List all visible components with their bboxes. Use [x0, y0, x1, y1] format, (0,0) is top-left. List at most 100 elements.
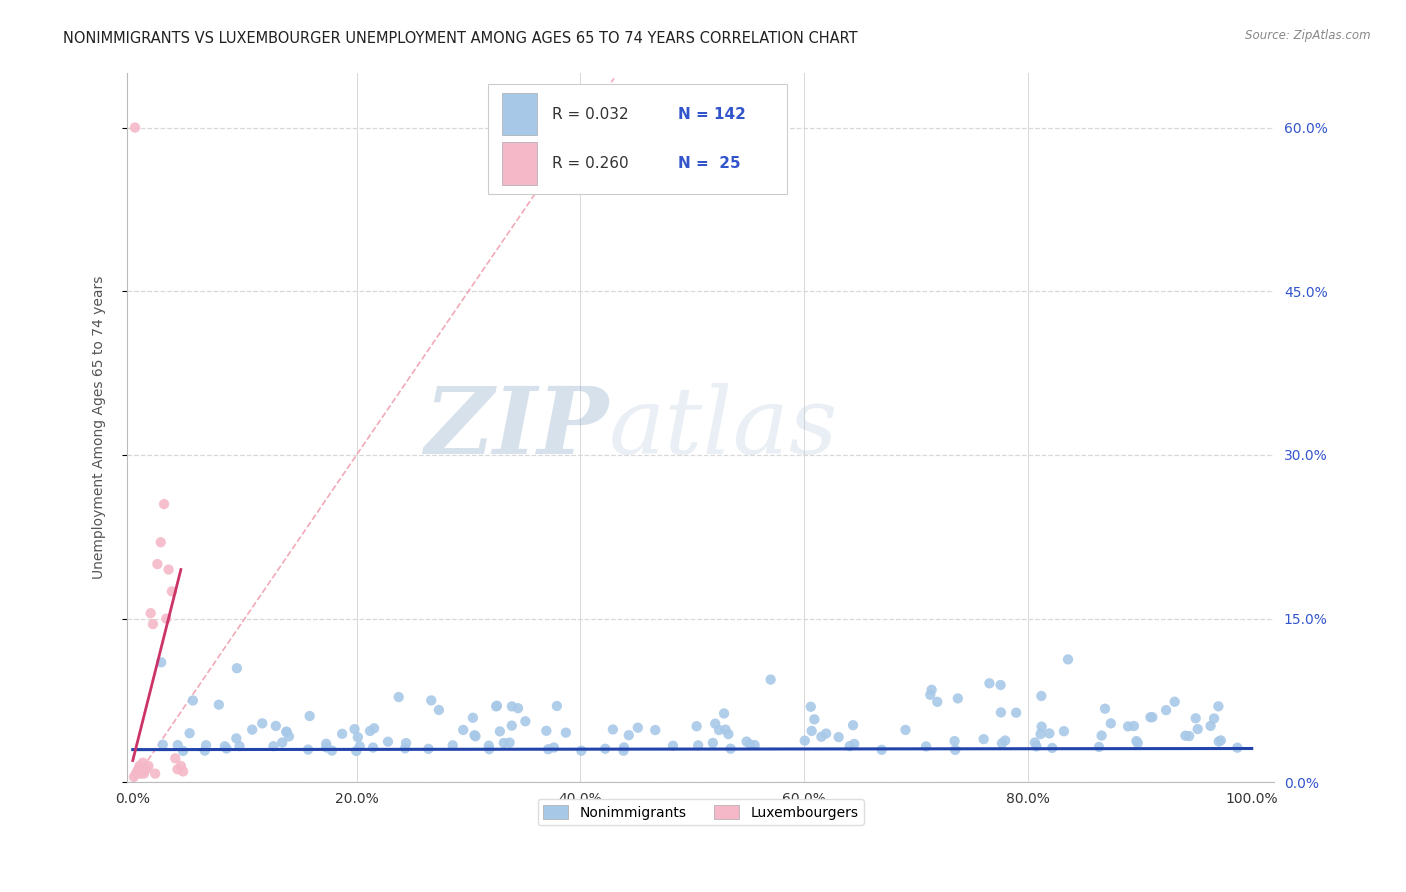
Point — [990, 678, 1012, 692]
Point — [1126, 736, 1149, 750]
Point — [330, 727, 353, 741]
Point — [946, 691, 969, 706]
Point — [194, 743, 217, 757]
Point — [153, 497, 176, 511]
Point — [815, 726, 838, 740]
Point — [1005, 706, 1028, 720]
Point — [704, 716, 727, 731]
Point — [142, 617, 165, 632]
Text: NONIMMIGRANTS VS LUXEMBOURGER UNEMPLOYMENT AMONG AGES 65 TO 74 YEARS CORRELATION: NONIMMIGRANTS VS LUXEMBOURGER UNEMPLOYME… — [63, 31, 858, 46]
Point — [262, 739, 284, 754]
Point — [155, 612, 177, 626]
Point — [1031, 720, 1053, 734]
Point — [427, 703, 450, 717]
Point — [388, 690, 411, 704]
Point — [1088, 739, 1111, 754]
Point — [297, 742, 319, 756]
Point — [347, 731, 370, 745]
Point — [973, 732, 995, 747]
Point — [991, 736, 1014, 750]
Point — [463, 728, 485, 742]
Point — [1174, 729, 1197, 743]
Point — [478, 742, 501, 756]
Point — [166, 762, 188, 776]
Point — [315, 740, 337, 755]
Point — [1116, 719, 1139, 733]
Point — [1122, 719, 1144, 733]
Point — [138, 759, 160, 773]
Point — [1053, 724, 1076, 739]
Point — [451, 723, 474, 737]
Point — [1163, 695, 1185, 709]
Point — [321, 743, 343, 757]
Point — [128, 759, 150, 773]
Point — [343, 722, 366, 736]
Point — [1094, 701, 1116, 715]
Point — [838, 739, 860, 753]
Point — [170, 759, 193, 773]
Point — [276, 724, 298, 739]
Point — [478, 739, 501, 753]
Point — [143, 766, 166, 780]
Point — [800, 699, 823, 714]
Point — [501, 699, 523, 714]
Point — [225, 731, 247, 746]
Point — [1025, 739, 1047, 754]
Point — [685, 719, 707, 733]
Point — [166, 738, 188, 752]
Point — [537, 742, 560, 756]
Point — [515, 714, 537, 729]
Point — [149, 535, 172, 549]
Text: ZIP: ZIP — [425, 383, 609, 473]
Point — [613, 740, 636, 755]
Point — [717, 727, 740, 741]
Point — [1139, 710, 1161, 724]
Point — [554, 725, 576, 739]
Point — [803, 712, 825, 726]
Point — [1178, 729, 1201, 743]
Point — [1031, 689, 1053, 703]
Point — [131, 764, 153, 779]
Point — [740, 738, 762, 752]
Point — [394, 741, 416, 756]
Point — [129, 766, 152, 780]
Point — [720, 741, 742, 756]
Point — [842, 718, 865, 732]
Point — [122, 770, 145, 784]
Point — [228, 739, 250, 753]
Point — [485, 699, 508, 714]
FancyBboxPatch shape — [502, 93, 537, 136]
Point — [498, 736, 520, 750]
Point — [208, 698, 231, 712]
Point — [688, 739, 710, 753]
FancyBboxPatch shape — [488, 84, 787, 194]
Text: atlas: atlas — [609, 383, 838, 473]
Point — [627, 721, 650, 735]
Point — [132, 766, 155, 780]
Point — [150, 655, 173, 669]
Point — [617, 728, 640, 742]
Point — [252, 716, 274, 731]
Point — [135, 762, 157, 776]
Point — [569, 744, 592, 758]
Point — [172, 744, 194, 758]
Point — [810, 730, 832, 744]
Text: R = 0.260: R = 0.260 — [551, 156, 628, 171]
Point — [543, 740, 565, 755]
Point — [165, 751, 187, 765]
Point — [276, 724, 298, 739]
Point — [152, 738, 174, 752]
Point — [363, 721, 385, 735]
Point — [441, 739, 464, 753]
Point — [1187, 722, 1209, 736]
Point — [1029, 727, 1052, 741]
Point — [214, 739, 236, 754]
Point — [127, 764, 149, 779]
Point — [132, 756, 155, 770]
Point — [800, 723, 823, 738]
Point — [124, 120, 146, 135]
Point — [915, 739, 938, 754]
Y-axis label: Unemployment Among Ages 65 to 74 years: Unemployment Among Ages 65 to 74 years — [93, 276, 107, 579]
Point — [1209, 733, 1232, 747]
Point — [264, 719, 287, 733]
